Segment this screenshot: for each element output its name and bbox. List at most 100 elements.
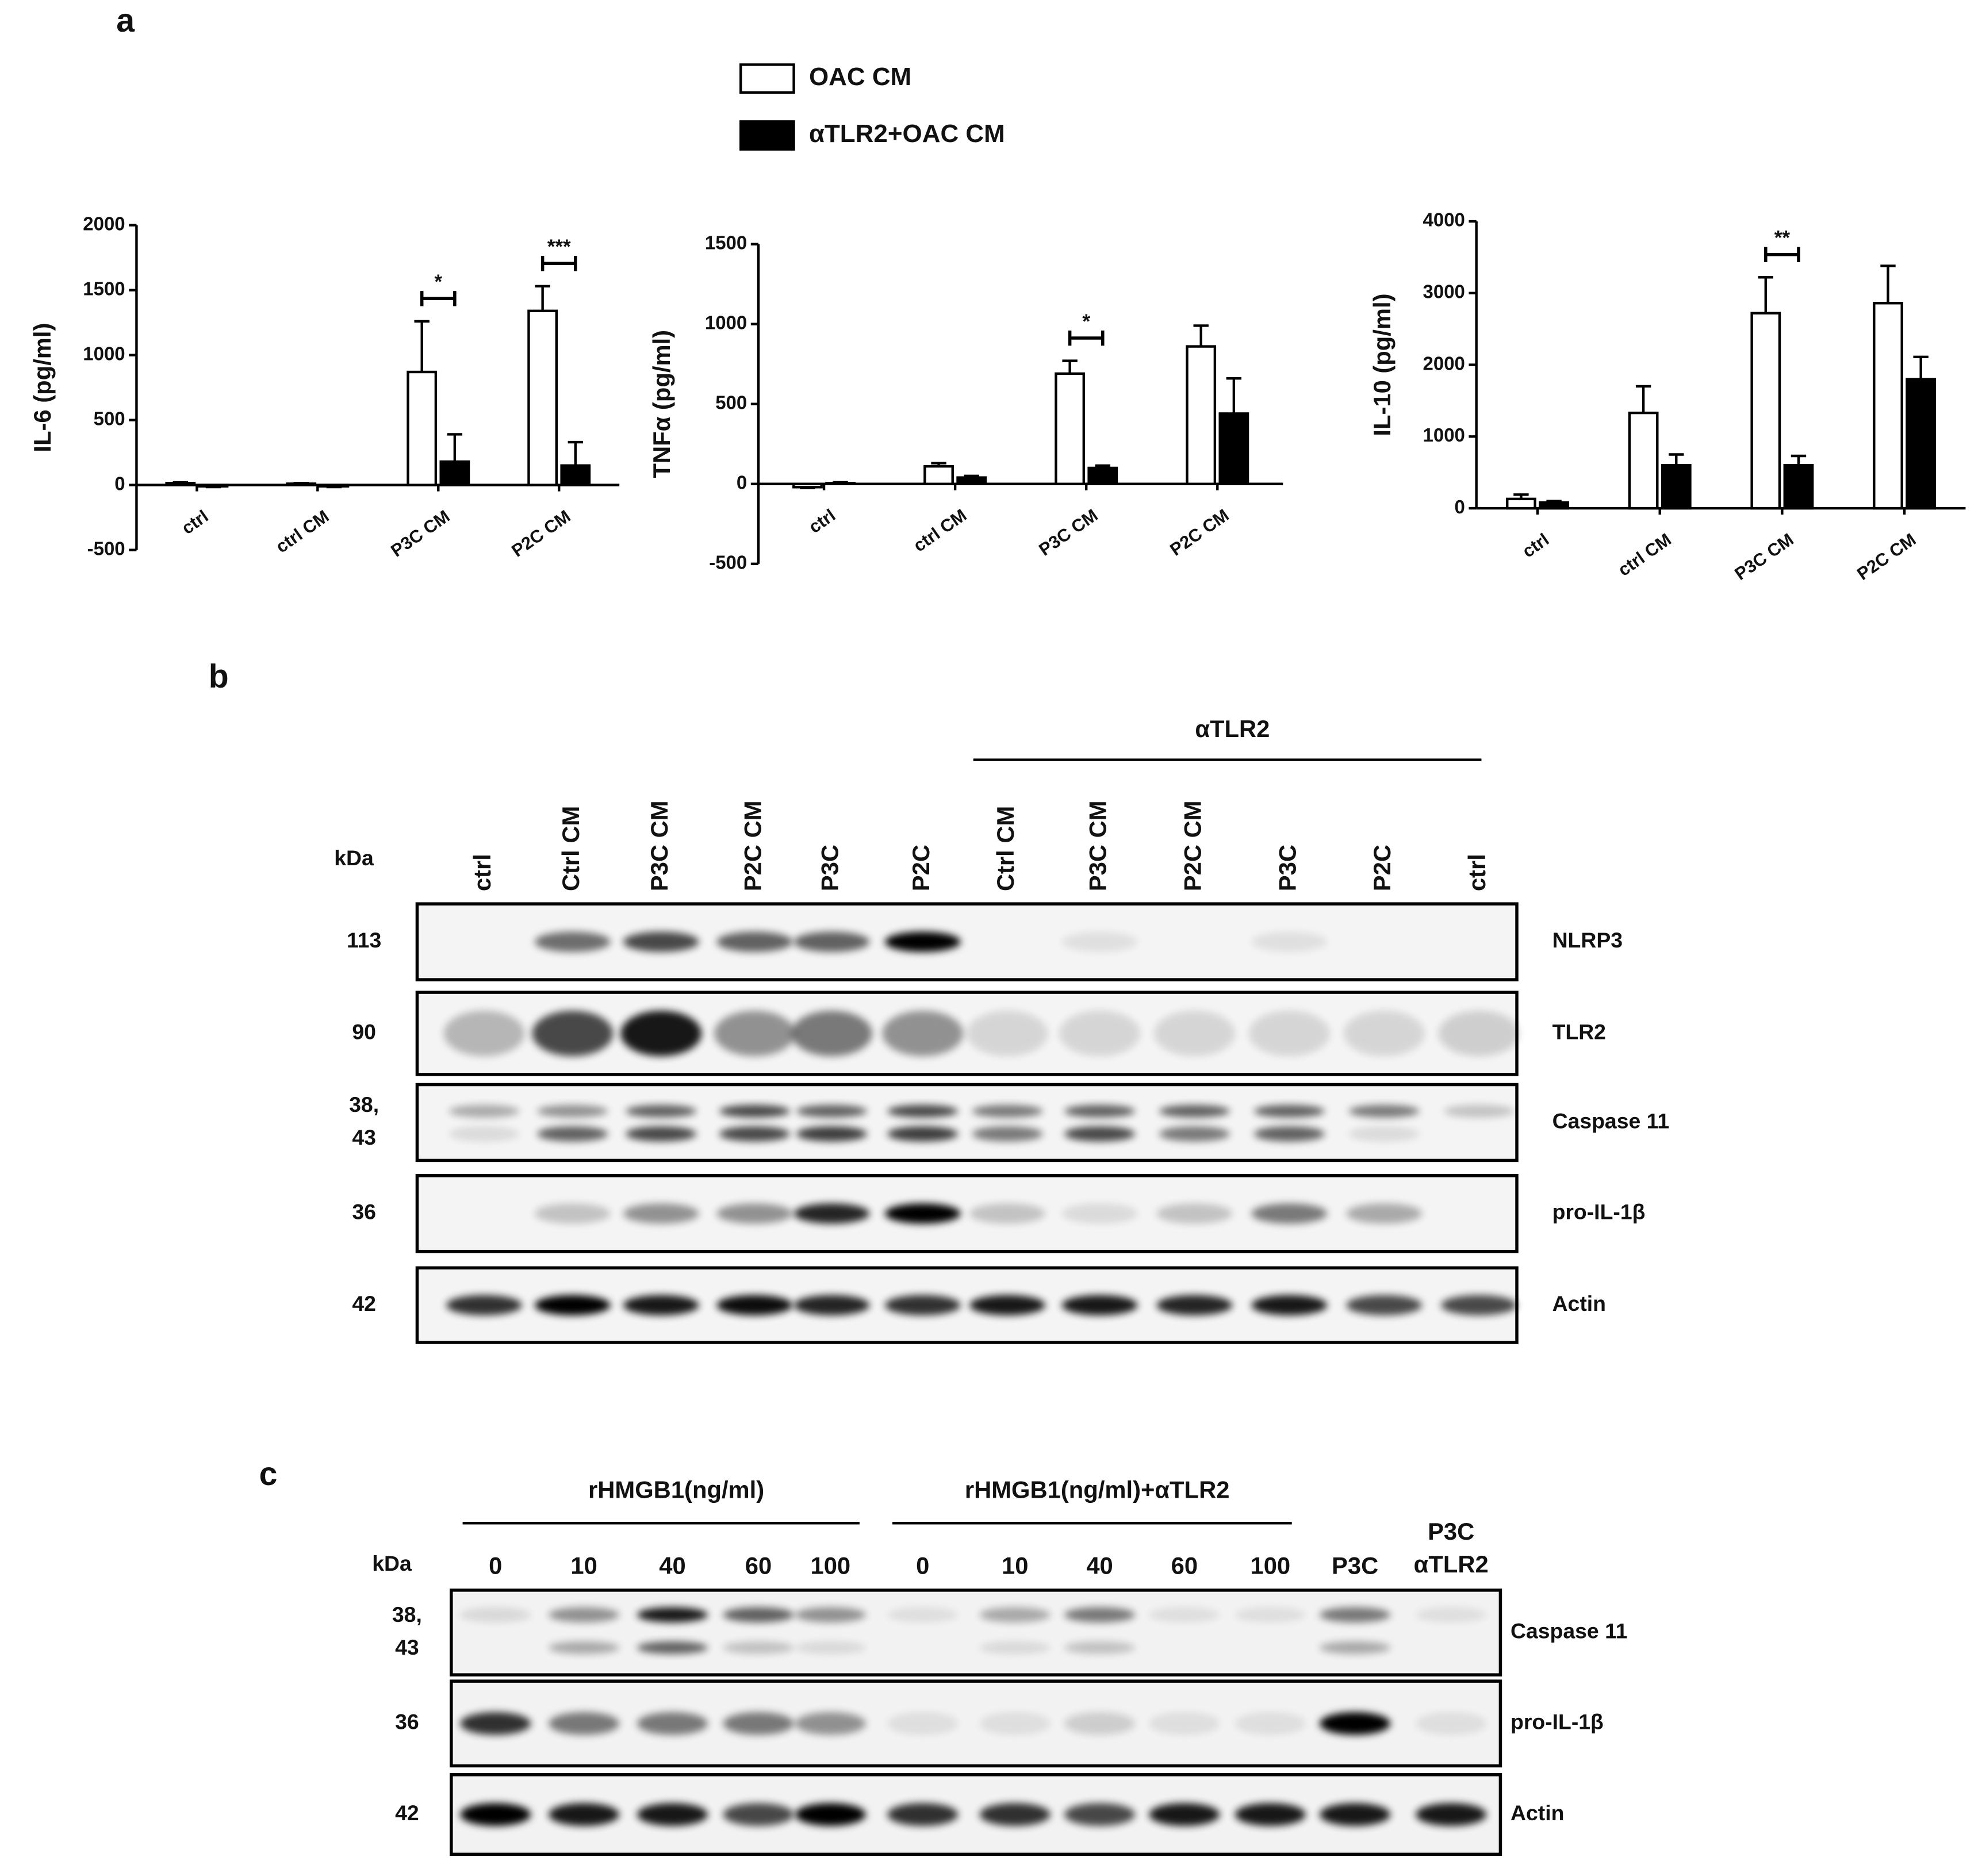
band (1159, 1126, 1230, 1142)
band (1251, 1295, 1328, 1315)
band (979, 1712, 1051, 1735)
band (1235, 1803, 1306, 1826)
kda-label: 38, (392, 1602, 422, 1626)
band (448, 1104, 520, 1118)
band (1320, 1641, 1391, 1654)
lane-label: 10 (570, 1552, 597, 1579)
band (887, 1712, 959, 1735)
panel-label: a (116, 2, 135, 39)
bar (1506, 497, 1536, 510)
significance-label: *** (547, 236, 571, 258)
band (969, 1295, 1046, 1315)
bar (1873, 302, 1903, 510)
band (532, 1010, 614, 1057)
band (714, 1010, 795, 1057)
blot-row (415, 1266, 1519, 1344)
band (716, 1295, 793, 1315)
kda-label: 36 (352, 1200, 376, 1224)
lane-label: P2C CM (1179, 800, 1206, 891)
significance-label: * (434, 271, 442, 293)
band (1064, 1803, 1136, 1826)
error-bar (833, 481, 848, 484)
blot-row (450, 1773, 1502, 1856)
band (882, 1010, 964, 1057)
band (637, 1607, 708, 1622)
band (1059, 1010, 1140, 1057)
error-bar (1880, 264, 1896, 304)
error-bar (1095, 464, 1110, 468)
band (1154, 1010, 1235, 1057)
band (1416, 1607, 1487, 1622)
bar (1750, 312, 1781, 510)
error-bar (205, 485, 221, 489)
significance-bracket (1764, 247, 1800, 262)
band (460, 1803, 531, 1826)
band (723, 1803, 794, 1826)
bar (1087, 466, 1118, 485)
error-bar (1758, 276, 1774, 313)
band (549, 1803, 620, 1826)
y-tick-label: 1000 (83, 343, 125, 364)
kda-header: kDa (372, 1551, 412, 1575)
band (537, 1126, 608, 1142)
kda-label: 43 (395, 1635, 419, 1659)
band (637, 1712, 708, 1735)
band (1443, 1104, 1515, 1118)
kda-label: 42 (395, 1801, 419, 1825)
band (1346, 1295, 1423, 1315)
band (626, 1126, 697, 1142)
band (969, 1203, 1046, 1224)
band (723, 1641, 794, 1654)
band (972, 1104, 1043, 1118)
lane-label: P2C CM (739, 800, 766, 891)
error-bar (568, 440, 583, 466)
band (534, 931, 611, 952)
band (1253, 1126, 1325, 1142)
y-tick-label: 3000 (1423, 281, 1465, 302)
lane-label: 0 (489, 1552, 502, 1579)
band (887, 1607, 959, 1622)
blot-frame (415, 902, 1519, 981)
bar (560, 464, 591, 486)
group-label: rHMGB1(ng/ml) (588, 1476, 764, 1503)
y-tick-label: 2000 (83, 213, 125, 234)
group-label: rHMGB1(ng/ml)+αTLR2 (965, 1476, 1230, 1503)
kda-label: 42 (352, 1291, 376, 1315)
row-label: Actin (1511, 1801, 1564, 1825)
error-bar (1913, 355, 1929, 379)
y-tick-label: 0 (114, 473, 125, 494)
band (1416, 1712, 1487, 1735)
band (716, 1203, 793, 1224)
error-bar (1669, 453, 1684, 466)
legend-swatch (739, 120, 795, 151)
band (623, 931, 699, 952)
band (1064, 1641, 1136, 1654)
y-axis-label: IL-6 (pg/ml) (29, 323, 56, 452)
band (723, 1712, 794, 1735)
lane-label: P2C (1368, 845, 1396, 891)
lane-label: 0 (916, 1552, 929, 1579)
band (626, 1104, 697, 1118)
kda-label: 38, (349, 1092, 379, 1117)
legend-label: αTLR2+OAC CM (809, 120, 1005, 148)
panel-label: b (209, 658, 229, 695)
y-tick-label: 500 (94, 408, 125, 429)
band (1149, 1607, 1220, 1622)
band (1438, 1010, 1520, 1057)
band (1253, 1104, 1325, 1118)
bar (956, 476, 987, 485)
band (884, 1295, 961, 1315)
band (623, 1295, 699, 1315)
band (979, 1803, 1051, 1826)
band (967, 1010, 1048, 1057)
band (972, 1126, 1043, 1142)
lane-label: 100 (1250, 1552, 1290, 1579)
lane-label: ctrl (469, 854, 496, 891)
significance-label: ** (1774, 227, 1791, 250)
band (795, 1607, 866, 1622)
error-bar (293, 482, 309, 485)
error-bar (326, 485, 342, 489)
band (1235, 1607, 1306, 1622)
band (719, 1104, 790, 1118)
